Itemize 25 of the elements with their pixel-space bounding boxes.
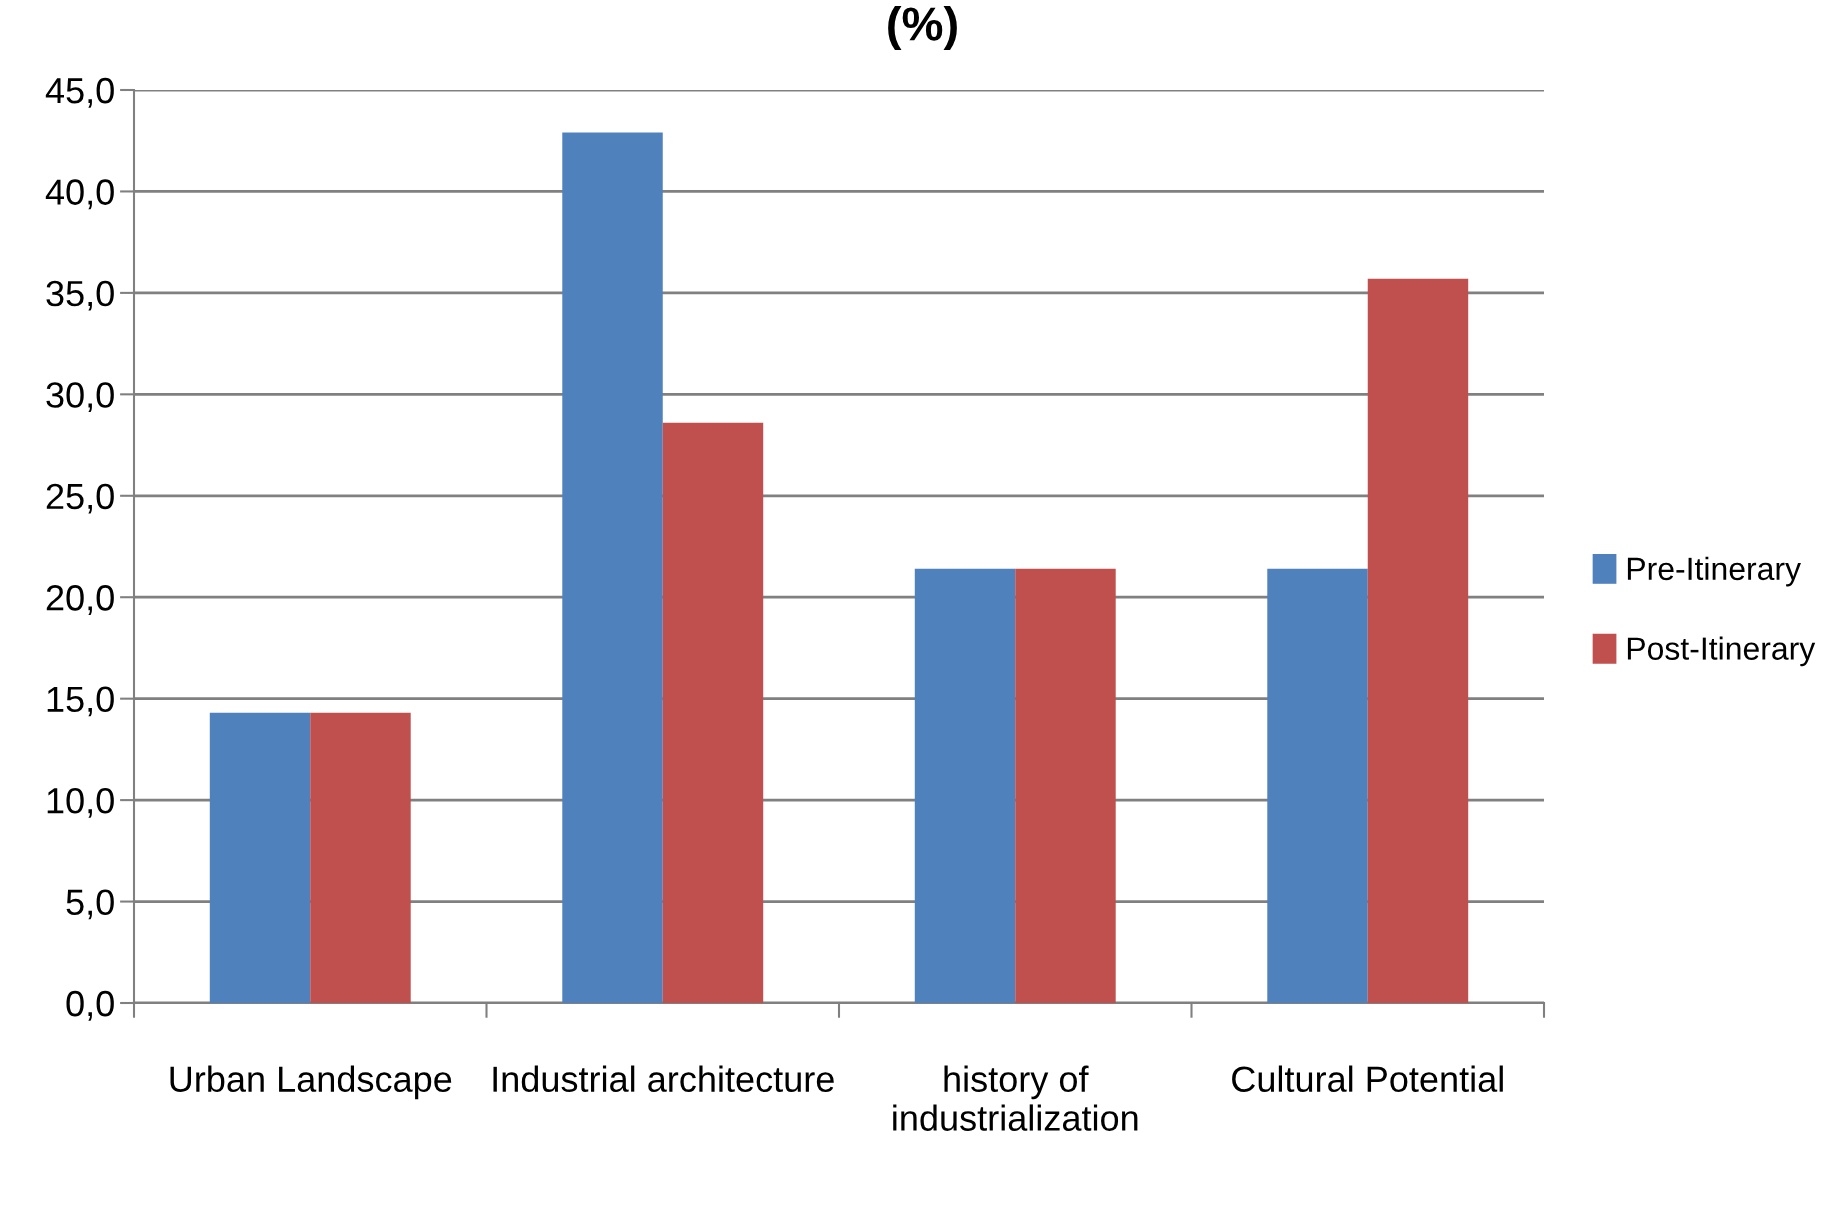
y-tick-label: 45,0 — [45, 77, 114, 108]
y-tick-label: 35,0 — [46, 280, 114, 311]
bar — [662, 422, 764, 1003]
y-tick-label: 30,0 — [46, 382, 114, 413]
y-tick-label: 20,0 — [46, 585, 114, 615]
legend-label: Pre-Itinerary — [1627, 556, 1801, 587]
bar — [209, 712, 311, 1003]
y-tick-label: 5,0 — [66, 889, 114, 920]
bar — [1015, 568, 1116, 1003]
y-tick-label: 0,0 — [66, 990, 114, 1021]
bar — [1267, 568, 1368, 1003]
y-tick-label: 10,0 — [47, 787, 114, 818]
bar — [914, 568, 1016, 1003]
y-tick-label: 25,0 — [46, 483, 114, 514]
legend-label: Post-Itinerary — [1627, 636, 1816, 667]
bar — [1367, 278, 1469, 1003]
chart-title: (%) — [888, 6, 957, 51]
bar — [562, 132, 663, 1003]
bar — [310, 712, 411, 1003]
x-tick-label: Cultural Potential — [1232, 1065, 1503, 1093]
x-tick-label: history of industrialization — [893, 1065, 1138, 1131]
y-tick-label: 15,0 — [47, 686, 114, 717]
x-tick-label: Urban Landscape — [170, 1065, 452, 1100]
y-tick-label: 40,0 — [45, 179, 114, 210]
x-tick-label: Industrial architecture — [493, 1065, 834, 1093]
